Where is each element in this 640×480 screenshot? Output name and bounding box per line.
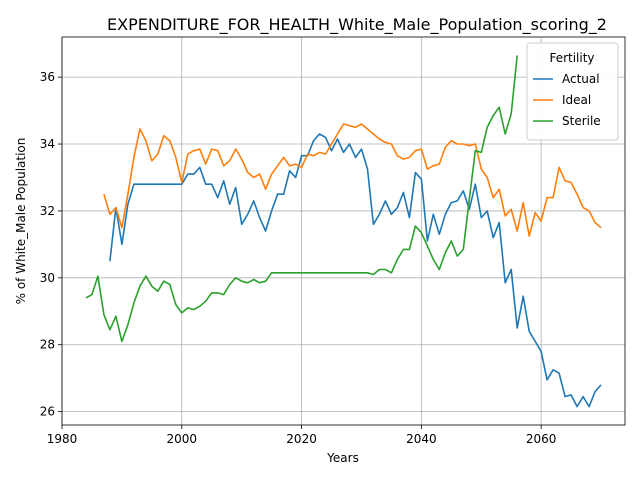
y-tick-label: 28 [40,338,55,352]
x-axis-label: Years [326,451,359,465]
series-lines [85,55,602,408]
legend-box [526,42,619,141]
y-tick-label: 34 [40,137,55,151]
x-axis-ticks: 1980 2000 2020 2040 2060 [47,425,557,446]
y-axis-ticks: 26 28 30 32 34 36 [40,70,62,419]
series-line-actual [109,133,602,408]
legend-label-sterile: Sterile [562,114,601,128]
y-tick-label: 36 [40,70,55,84]
series-line-ideal [103,123,602,237]
x-tick-label: 2040 [406,432,437,446]
grid-lines [61,37,625,425]
y-axis-label: % of White_Male Population [14,138,28,305]
x-tick-label: 2000 [167,432,198,446]
y-tick-label: 26 [40,405,55,419]
x-tick-label: 2020 [286,432,317,446]
legend-items: Actual Ideal Sterile [533,72,601,128]
y-tick-label: 32 [40,204,55,218]
legend-label-actual: Actual [562,72,600,86]
legend-label-ideal: Ideal [562,93,591,107]
plot-frame [61,36,626,426]
legend: Fertility Actual Ideal Sterile [526,42,619,141]
chart-title: EXPENDITURE_FOR_HEALTH_White_Male_Popula… [107,15,607,35]
series-line-sterile [85,55,518,343]
x-tick-label: 1980 [47,432,78,446]
y-tick-label: 30 [40,271,55,285]
legend-title: Fertility [549,51,594,65]
x-tick-label: 2060 [526,432,557,446]
